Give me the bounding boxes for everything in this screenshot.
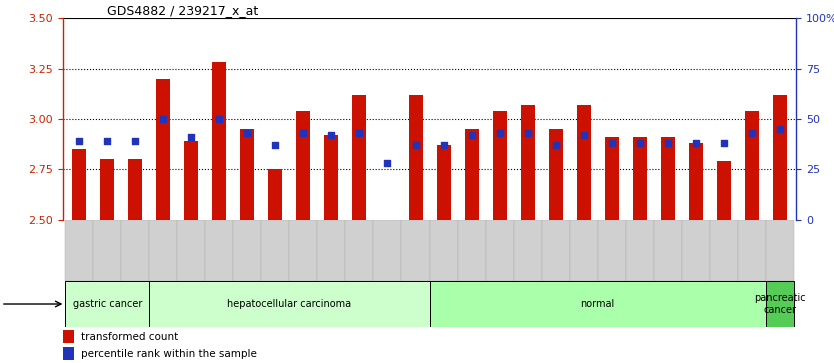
Text: GDS4882 / 239217_x_at: GDS4882 / 239217_x_at: [107, 4, 258, 17]
Bar: [345, 220, 374, 281]
Bar: [178, 220, 205, 281]
Bar: [289, 220, 318, 281]
Bar: [626, 220, 654, 281]
Point: [297, 130, 310, 136]
Bar: [689, 143, 702, 220]
Point: [661, 140, 674, 146]
Bar: [520, 105, 535, 220]
Bar: [436, 145, 450, 220]
Point: [409, 142, 422, 148]
Bar: [710, 220, 737, 281]
Text: transformed count: transformed count: [81, 332, 178, 342]
Bar: [318, 220, 345, 281]
Point: [773, 126, 786, 132]
Point: [437, 142, 450, 148]
Point: [465, 132, 478, 138]
Point: [128, 138, 142, 144]
Text: normal: normal: [580, 299, 615, 309]
Point: [241, 130, 254, 136]
Point: [213, 116, 226, 122]
Point: [493, 130, 506, 136]
Bar: [149, 281, 430, 327]
Bar: [184, 141, 198, 220]
Bar: [541, 220, 570, 281]
Point: [717, 140, 731, 146]
Point: [353, 130, 366, 136]
Bar: [63, 330, 73, 343]
Point: [324, 132, 338, 138]
Bar: [430, 220, 458, 281]
Point: [269, 142, 282, 148]
Text: gastric cancer: gastric cancer: [73, 299, 142, 309]
Bar: [205, 220, 234, 281]
Bar: [654, 220, 681, 281]
Bar: [737, 220, 766, 281]
Point: [605, 140, 618, 146]
Bar: [100, 159, 114, 220]
Bar: [576, 105, 590, 220]
Point: [577, 132, 590, 138]
Bar: [549, 129, 563, 220]
Bar: [65, 281, 149, 327]
Bar: [716, 161, 731, 220]
Bar: [213, 62, 226, 220]
Bar: [766, 281, 794, 327]
Bar: [149, 220, 178, 281]
Point: [521, 130, 535, 136]
Point: [689, 140, 702, 146]
Bar: [485, 220, 514, 281]
Point: [73, 138, 86, 144]
Bar: [766, 220, 794, 281]
Point: [549, 142, 562, 148]
Bar: [353, 95, 366, 220]
Bar: [324, 135, 339, 220]
Point: [185, 134, 198, 140]
Bar: [745, 111, 759, 220]
Bar: [128, 159, 143, 220]
Bar: [93, 220, 122, 281]
Bar: [122, 220, 149, 281]
Bar: [157, 78, 170, 220]
Bar: [570, 220, 598, 281]
Bar: [465, 129, 479, 220]
Text: percentile rank within the sample: percentile rank within the sample: [81, 349, 257, 359]
Bar: [514, 220, 541, 281]
Bar: [296, 111, 310, 220]
Point: [381, 160, 394, 166]
Bar: [269, 169, 283, 220]
Bar: [65, 220, 93, 281]
Bar: [681, 220, 710, 281]
Text: pancreatic
cancer: pancreatic cancer: [754, 293, 806, 315]
Bar: [598, 220, 626, 281]
Bar: [633, 137, 646, 220]
Point: [101, 138, 114, 144]
Bar: [261, 220, 289, 281]
Bar: [374, 220, 401, 281]
Bar: [772, 95, 786, 220]
Point: [157, 116, 170, 122]
Text: hepatocellular carcinoma: hepatocellular carcinoma: [228, 299, 351, 309]
Bar: [234, 220, 261, 281]
Bar: [458, 220, 485, 281]
Bar: [605, 137, 619, 220]
Bar: [240, 129, 254, 220]
Bar: [661, 137, 675, 220]
Point: [745, 130, 758, 136]
Bar: [430, 281, 766, 327]
Bar: [63, 347, 73, 360]
Point: [633, 140, 646, 146]
Bar: [493, 111, 506, 220]
Bar: [401, 220, 430, 281]
Bar: [409, 95, 423, 220]
Bar: [73, 149, 87, 220]
